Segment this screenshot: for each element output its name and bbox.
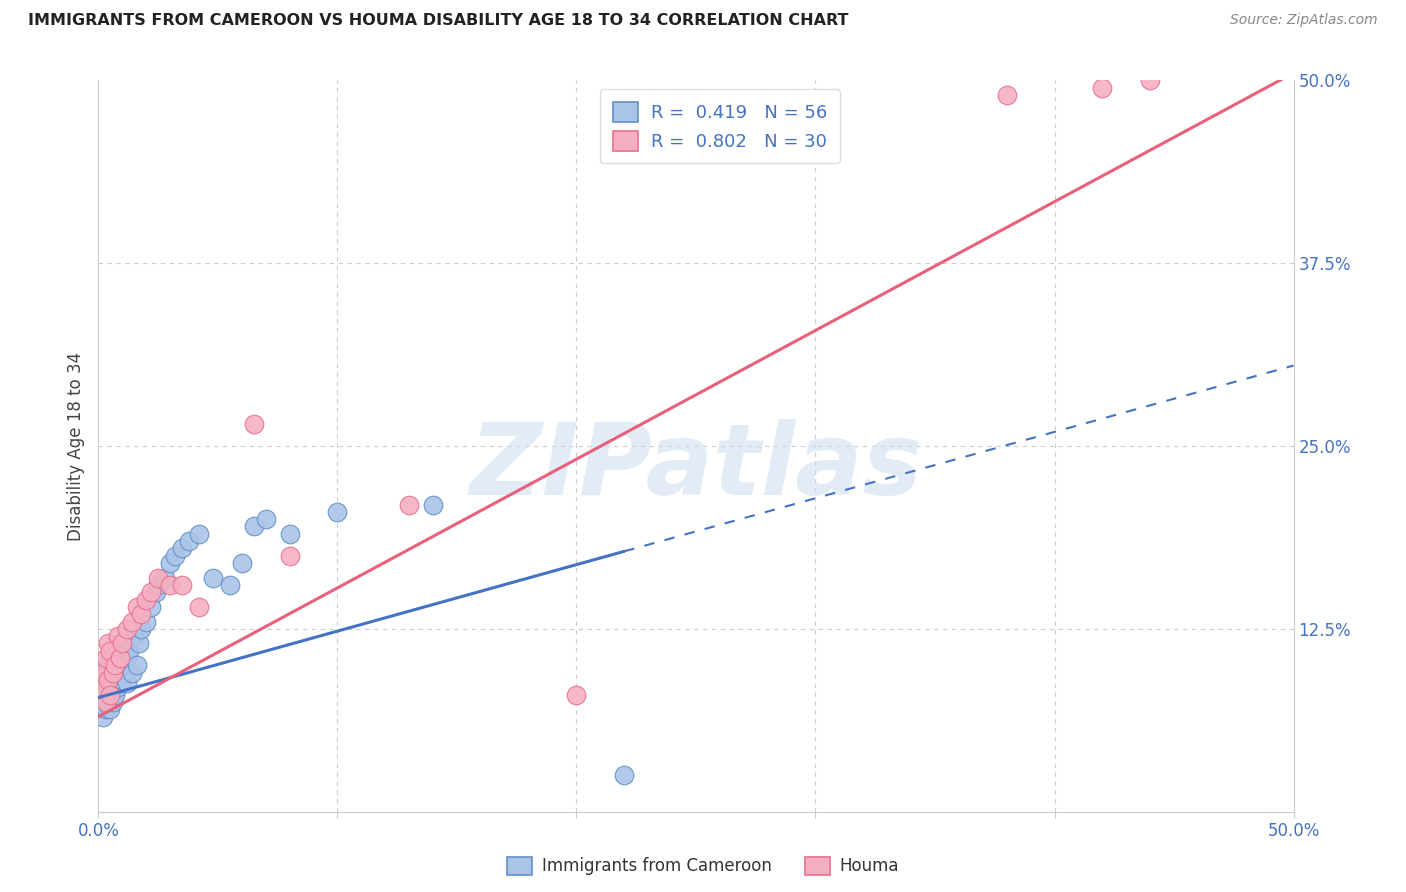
Point [398,498,420,512]
Point [243,519,266,533]
Text: IMMIGRANTS FROM CAMEROON VS HOUMA DISABILITY AGE 18 TO 34 CORRELATION CHART: IMMIGRANTS FROM CAMEROON VS HOUMA DISABI… [28,13,849,29]
Point [118,644,141,658]
Point [243,417,266,431]
Point [159,578,181,592]
Point [108,651,131,665]
Point [114,665,136,680]
Point [94,658,117,673]
Point [179,534,201,549]
Point [115,676,138,690]
Point [104,688,127,702]
Point [124,629,146,643]
Point [90,695,112,709]
Point [91,688,114,702]
Point [219,578,242,592]
Y-axis label: Disability Age 18 to 34: Disability Age 18 to 34 [67,351,86,541]
Point [139,585,162,599]
Point [422,498,444,512]
Point [163,549,186,563]
Point [187,599,209,614]
Point [172,541,194,556]
Point [155,571,177,585]
Legend: Immigrants from Cameroon, Houma: Immigrants from Cameroon, Houma [501,850,905,882]
Point [121,665,143,680]
Point [104,658,127,673]
Text: Source: ZipAtlas.com: Source: ZipAtlas.com [1230,13,1378,28]
Point [115,622,138,636]
Point [125,599,148,614]
Point [98,688,122,702]
Point [91,665,114,680]
Point [125,658,148,673]
Point [97,681,120,695]
Point [278,526,301,541]
Point [94,673,117,687]
Point [278,549,301,563]
Point [98,644,122,658]
Point [131,622,153,636]
Point [104,665,127,680]
Point [254,512,277,526]
Point [131,607,153,622]
Point [98,651,122,665]
Point [135,615,157,629]
Point [111,644,134,658]
Point [135,592,157,607]
Point [101,665,124,680]
Point [94,695,117,709]
Point [148,571,170,585]
Point [94,651,117,665]
Point [107,658,129,673]
Point [101,658,124,673]
Point [1091,80,1114,95]
Point [187,526,209,541]
Point [91,665,114,680]
Point [565,688,588,702]
Point [995,87,1018,102]
Point [231,556,253,570]
Point [94,688,117,702]
Point [108,651,131,665]
Point [128,636,150,650]
Point [97,673,120,687]
Point [97,665,120,680]
Point [101,695,124,709]
Point [159,556,181,570]
Point [326,505,349,519]
Point [172,578,194,592]
Point [90,681,112,695]
Point [90,681,112,695]
Point [97,695,120,709]
Point [145,585,167,599]
Point [107,681,129,695]
Point [98,688,122,702]
Point [97,636,120,650]
Point [115,651,138,665]
Point [139,599,162,614]
Text: ZIPatlas: ZIPatlas [470,419,922,516]
Point [202,571,225,585]
Point [613,768,636,782]
Point [111,673,134,687]
Point [148,578,170,592]
Point [108,676,131,690]
Point [98,702,122,716]
Point [98,673,122,687]
Point [94,702,117,716]
Point [101,676,124,690]
Point [111,636,134,650]
Point [1139,73,1161,87]
Point [91,709,114,723]
Point [104,644,127,658]
Point [121,615,143,629]
Legend: R =  0.419   N = 56, R =  0.802   N = 30: R = 0.419 N = 56, R = 0.802 N = 30 [600,89,839,163]
Point [107,629,129,643]
